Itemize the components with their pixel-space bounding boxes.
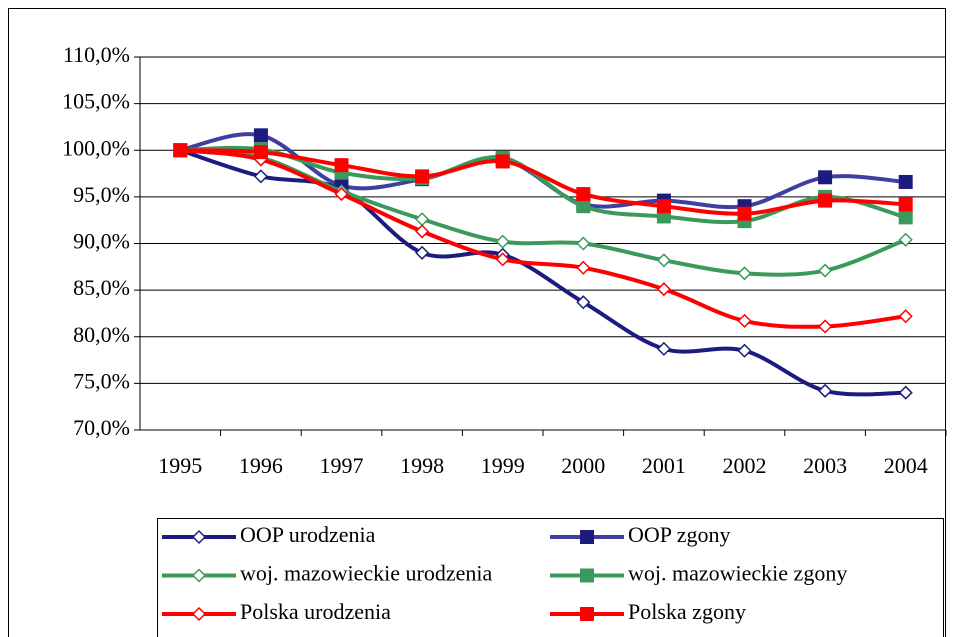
marker <box>576 295 591 310</box>
marker <box>656 341 671 356</box>
marker <box>737 343 752 358</box>
legend-label: woj. mazowieckie zgony <box>628 561 847 586</box>
marker <box>898 197 913 212</box>
x-tick-label: 1999 <box>481 453 525 478</box>
marker <box>898 174 913 189</box>
y-tick-label: 70,0% <box>73 415 130 440</box>
marker <box>495 234 510 249</box>
x-tick-label: 2001 <box>642 453 686 478</box>
y-tick-label: 85,0% <box>73 275 130 300</box>
marker <box>253 145 268 160</box>
marker <box>576 199 591 214</box>
marker <box>898 309 913 324</box>
marker <box>334 158 349 173</box>
marker <box>580 568 594 583</box>
legend-label: Polska zgony <box>628 599 746 624</box>
x-tick-label: 2004 <box>884 453 928 478</box>
marker <box>173 143 188 158</box>
marker <box>898 385 913 400</box>
marker <box>495 154 510 169</box>
marker <box>818 193 833 208</box>
x-tick-label: 1995 <box>158 453 202 478</box>
marker <box>576 236 591 251</box>
y-tick-label: 95,0% <box>73 182 130 207</box>
x-tick-label: 1998 <box>400 453 444 478</box>
marker <box>580 530 594 544</box>
y-tick-label: 105,0% <box>62 89 130 114</box>
marker <box>656 199 671 214</box>
marker <box>737 313 752 328</box>
y-tick-label: 75,0% <box>73 368 130 393</box>
marker <box>576 187 591 202</box>
marker <box>580 607 594 621</box>
marker <box>818 263 833 278</box>
y-tick-label: 110,0% <box>63 42 130 67</box>
marker <box>576 260 591 275</box>
marker <box>191 568 207 583</box>
marker <box>898 210 913 225</box>
marker <box>495 252 510 267</box>
marker <box>818 170 833 185</box>
marker <box>253 169 268 184</box>
legend-label: Polska urodzenia <box>240 599 391 624</box>
y-tick-label: 80,0% <box>73 322 130 347</box>
marker <box>191 606 207 622</box>
x-tick-label: 1997 <box>320 453 364 478</box>
series-line <box>179 148 906 397</box>
x-tick-label: 1996 <box>239 453 283 478</box>
x-tick-label: 2003 <box>803 453 847 478</box>
legend-label: OOP zgony <box>628 522 730 547</box>
marker <box>737 206 752 221</box>
marker <box>898 232 913 247</box>
marker <box>656 282 671 297</box>
marker <box>191 529 207 545</box>
y-tick-label: 90,0% <box>73 229 130 254</box>
legend-label: OOP urodzenia <box>240 522 376 547</box>
marker <box>818 383 833 398</box>
marker <box>415 169 430 184</box>
x-tick-label: 2000 <box>561 453 605 478</box>
legend-label: woj. mazowieckie urodzenia <box>240 561 493 586</box>
marker <box>334 187 349 202</box>
series-line <box>180 148 906 216</box>
y-tick-label: 100,0% <box>62 135 130 160</box>
marker <box>737 266 752 281</box>
x-tick-label: 2002 <box>723 453 767 478</box>
series-line <box>180 148 906 329</box>
marker <box>415 224 430 239</box>
marker <box>818 319 833 334</box>
marker <box>415 245 430 260</box>
marker <box>656 253 671 268</box>
marker <box>253 128 268 143</box>
